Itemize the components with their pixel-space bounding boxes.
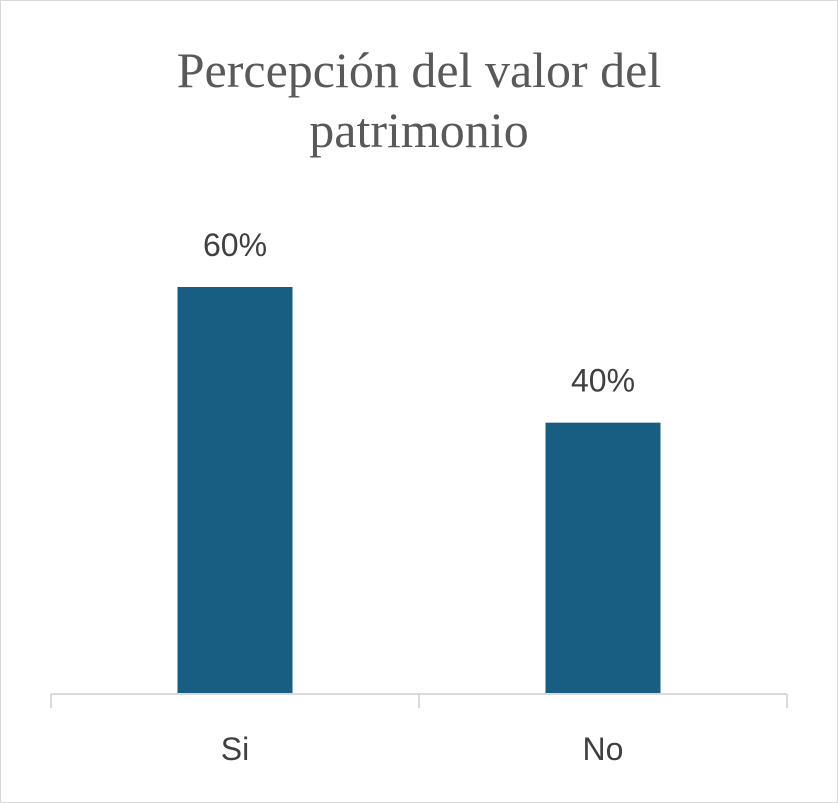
chart-title-line-1: Percepción del valor del bbox=[176, 42, 662, 98]
chart-title-line-2: patrimonio bbox=[309, 102, 529, 158]
bar-no bbox=[545, 422, 661, 694]
x-tick-label-no: No bbox=[583, 731, 624, 767]
x-tick-label-si: Si bbox=[221, 731, 249, 767]
data-label-si: 60% bbox=[203, 227, 267, 263]
bar-si bbox=[177, 287, 293, 694]
chart-title: Percepción del valor del patrimonio bbox=[0, 40, 838, 160]
data-label-no: 40% bbox=[571, 363, 635, 399]
